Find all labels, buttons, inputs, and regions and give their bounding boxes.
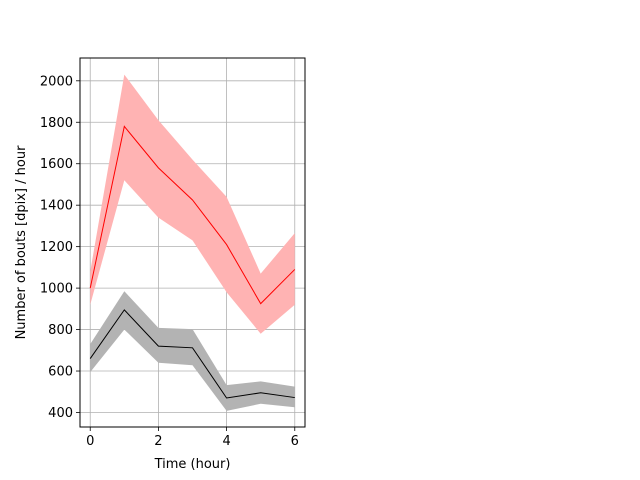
y-tick-label-0: 400 — [48, 406, 73, 421]
y-tick-label-2: 800 — [48, 323, 73, 338]
series-lines — [89, 125, 296, 399]
x-tick-label-3: 6 — [291, 434, 299, 449]
confidence-bands — [90, 74, 295, 411]
ticks: 0 2 4 6 400 600 800 1000 1200 1400 1600 1800 2000 — [40, 74, 299, 449]
series-0-line — [89, 125, 296, 305]
x-axis-label: Time (hour) — [154, 457, 231, 472]
y-axis-label: Number of bouts [dpix] / hour — [14, 145, 29, 339]
series-0-band — [90, 74, 295, 334]
y-tick-label-4: 1200 — [40, 240, 73, 255]
x-tick-label-0: 0 — [86, 434, 94, 449]
y-tick-label-5: 1400 — [40, 199, 73, 214]
x-tick-label-1: 2 — [154, 434, 162, 449]
series-1-line — [89, 309, 295, 399]
y-tick-label-3: 1000 — [40, 282, 73, 297]
y-tick-label-7: 1800 — [40, 116, 73, 131]
y-tick-label-6: 1600 — [40, 157, 73, 172]
grid — [80, 58, 305, 427]
y-tick-label-1: 600 — [48, 365, 73, 380]
series-1-band — [90, 291, 295, 411]
x-tick-label-2: 4 — [222, 434, 230, 449]
y-tick-label-8: 2000 — [40, 74, 73, 89]
plot-frame — [79, 57, 306, 428]
